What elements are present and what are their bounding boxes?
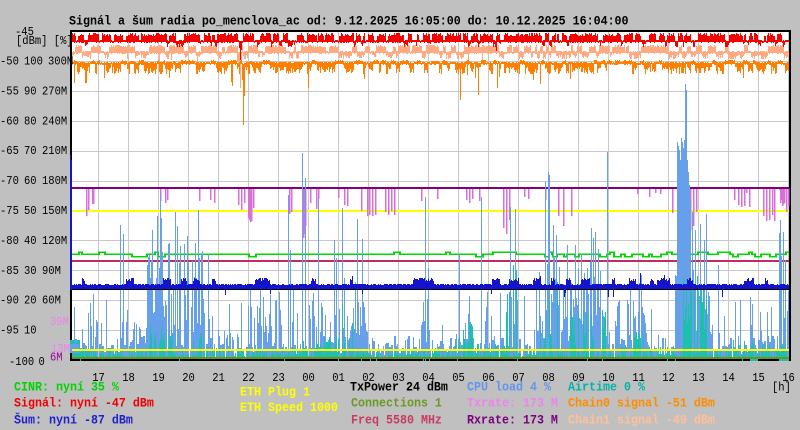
- svg-text:Chain0 signal -51 dBm: Chain0 signal -51 dBm: [568, 396, 715, 411]
- svg-text:22: 22: [242, 372, 255, 385]
- svg-text:CINR: nyní 35 %: CINR: nyní 35 %: [14, 380, 119, 395]
- svg-text:Rxrate: 173 M: Rxrate: 173 M: [467, 413, 558, 428]
- svg-text:100: 100: [24, 56, 43, 69]
- svg-text:23: 23: [272, 372, 285, 385]
- svg-text:180M: 180M: [42, 176, 67, 189]
- svg-text:Airtime 0 %: Airtime 0 %: [568, 380, 645, 395]
- svg-text:50: 50: [24, 205, 37, 218]
- svg-text:00: 00: [302, 372, 315, 385]
- svg-text:270M: 270M: [42, 86, 67, 99]
- svg-text:06: 06: [482, 372, 495, 385]
- svg-text:11: 11: [632, 372, 645, 385]
- svg-text:240M: 240M: [42, 116, 67, 129]
- svg-text:18: 18: [122, 372, 135, 385]
- svg-text:-45: -45: [15, 26, 34, 39]
- svg-text:Txrate: 173 M: Txrate: 173 M: [467, 396, 558, 411]
- svg-text:[dBm] [%]: [dBm] [%]: [16, 35, 73, 48]
- svg-text:Signál: nyní -47 dBm: Signál: nyní -47 dBm: [14, 396, 154, 411]
- svg-text:Šum: nyní -87 dBm: Šum: nyní -87 dBm: [14, 412, 133, 428]
- svg-text:09: 09: [572, 372, 585, 385]
- svg-text:-75: -75: [0, 205, 19, 218]
- svg-text:21: 21: [212, 372, 225, 385]
- svg-text:0: 0: [39, 356, 46, 369]
- svg-text:60M: 60M: [42, 295, 61, 308]
- svg-text:20: 20: [24, 295, 37, 308]
- svg-text:17: 17: [92, 372, 105, 385]
- svg-text:39M: 39M: [50, 316, 69, 329]
- svg-text:TxPower 24 dBm: TxPower 24 dBm: [350, 380, 448, 395]
- svg-text:08: 08: [542, 372, 555, 385]
- svg-text:80: 80: [24, 116, 37, 129]
- svg-text:6M: 6M: [50, 352, 63, 365]
- svg-text:10: 10: [602, 372, 615, 385]
- svg-text:-80: -80: [0, 235, 19, 248]
- svg-text:Signál a šum radia po_menclova: Signál a šum radia po_menclova_ac od: 9.…: [69, 14, 629, 29]
- svg-text:16: 16: [782, 372, 795, 385]
- svg-text:-90: -90: [0, 295, 19, 308]
- svg-text:[h]: [h]: [772, 382, 791, 395]
- svg-text:40: 40: [24, 235, 37, 248]
- svg-text:ETH Speed 1000: ETH Speed 1000: [240, 400, 338, 415]
- svg-text:-85: -85: [0, 265, 19, 278]
- svg-text:20: 20: [182, 372, 195, 385]
- svg-text:-100: -100: [9, 356, 34, 369]
- svg-text:04: 04: [422, 372, 435, 385]
- svg-text:02: 02: [362, 372, 375, 385]
- svg-text:ETH Plug 1: ETH Plug 1: [240, 385, 310, 400]
- svg-text:13M: 13M: [51, 343, 70, 356]
- svg-text:14: 14: [722, 372, 735, 385]
- svg-text:Freq 5580 MHz: Freq 5580 MHz: [351, 413, 442, 428]
- svg-text:70: 70: [24, 146, 37, 159]
- svg-text:19: 19: [152, 372, 165, 385]
- svg-text:-50: -50: [0, 56, 19, 69]
- svg-text:-70: -70: [0, 176, 19, 189]
- svg-text:210M: 210M: [42, 146, 67, 159]
- svg-text:-65: -65: [0, 146, 19, 159]
- svg-text:CPU load 4 %: CPU load 4 %: [467, 380, 551, 395]
- svg-text:90: 90: [24, 86, 37, 99]
- svg-text:300M: 300M: [48, 56, 73, 69]
- svg-text:10: 10: [24, 325, 37, 338]
- svg-text:12: 12: [662, 372, 675, 385]
- svg-text:15: 15: [752, 372, 765, 385]
- svg-text:-55: -55: [0, 86, 19, 99]
- svg-text:13: 13: [692, 372, 705, 385]
- svg-text:03: 03: [392, 372, 405, 385]
- svg-text:05: 05: [452, 372, 465, 385]
- svg-text:-60: -60: [0, 116, 19, 129]
- svg-text:01: 01: [332, 372, 345, 385]
- svg-text:Connections 1: Connections 1: [351, 396, 442, 411]
- svg-text:90M: 90M: [42, 265, 61, 278]
- svg-text:150M: 150M: [42, 205, 67, 218]
- svg-text:-95: -95: [0, 325, 19, 338]
- svg-text:07: 07: [512, 372, 525, 385]
- svg-text:60: 60: [24, 176, 37, 189]
- svg-text:120M: 120M: [42, 235, 67, 248]
- svg-text:30: 30: [24, 265, 37, 278]
- svg-text:Chain1 signal -49 dBm: Chain1 signal -49 dBm: [568, 413, 715, 428]
